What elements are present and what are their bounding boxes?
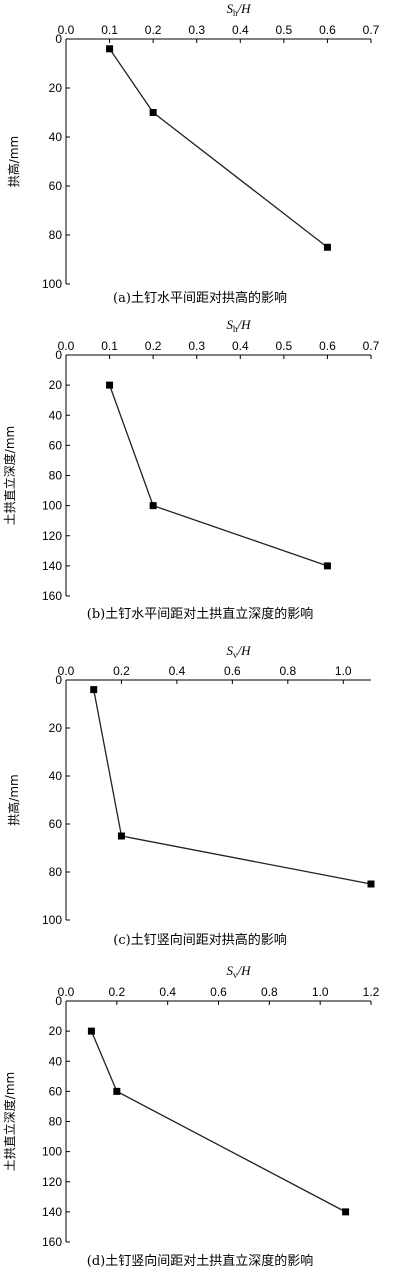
x-tick-label: 0.5 xyxy=(276,23,293,37)
y-tick-label: 40 xyxy=(49,1054,63,1068)
data-point-marker xyxy=(113,1087,121,1095)
y-tick-label: 0 xyxy=(55,348,62,362)
data-point-marker xyxy=(149,502,157,510)
chart-panel-3: 0.0 0.2 0.4 0.6 0.8 1.0 0 20 40 60 80 100 Sv/H 拱高/mm (… xyxy=(6,643,375,948)
y-tick-label: 0 xyxy=(55,994,62,1008)
y-tick-label: 60 xyxy=(49,438,63,452)
figure-caption: (a)土钉水平间距对拱高的影响 xyxy=(113,290,287,306)
y-tick-label: 20 xyxy=(49,378,63,392)
x-tick-label: 1.0 xyxy=(335,664,352,678)
x-tick-label: 0.2 xyxy=(145,339,162,353)
data-point-marker xyxy=(323,243,331,251)
x-tick-label: 0.4 xyxy=(159,985,176,999)
x-tick-label: 1.0 xyxy=(312,985,329,999)
x-tick-label: 0.6 xyxy=(210,985,227,999)
data-point-marker xyxy=(106,45,114,53)
y-tick-label: 140 xyxy=(42,1205,62,1219)
y-tick-label: 0 xyxy=(55,673,62,687)
y-tick-label: 40 xyxy=(49,769,63,783)
x-tick-label: 0.3 xyxy=(188,339,205,353)
x-tick-label: 0.7 xyxy=(363,23,380,37)
series-line xyxy=(108,384,328,567)
y-tick-label: 60 xyxy=(49,817,63,831)
x-tick-label: 0.4 xyxy=(232,339,249,353)
x-tick-label: 0.6 xyxy=(224,664,241,678)
data-point-marker xyxy=(342,1208,350,1216)
y-tick-label: 60 xyxy=(49,179,63,193)
y-tick-label: 120 xyxy=(42,529,62,543)
y-tick-label: 20 xyxy=(49,1024,63,1038)
x-tick-label: 0.2 xyxy=(145,23,162,37)
y-axis-title: 土拱直立深度/mm xyxy=(2,426,17,525)
x-tick-label: 0.8 xyxy=(261,985,278,999)
y-tick-label: 20 xyxy=(49,721,63,735)
y-tick-label: 80 xyxy=(49,228,63,242)
y-tick-label: 100 xyxy=(42,913,62,927)
x-tick-label: 0.7 xyxy=(363,339,380,353)
y-tick-label: 120 xyxy=(42,1175,62,1189)
series-line xyxy=(90,1030,346,1213)
x-tick-label: 0.5 xyxy=(276,339,293,353)
y-tick-label: 100 xyxy=(42,1145,62,1159)
y-tick-label: 160 xyxy=(42,1235,62,1249)
y-tick-label: 80 xyxy=(49,469,63,483)
x-tick-label: 0.4 xyxy=(169,664,186,678)
x-tick-label: 0.2 xyxy=(108,985,125,999)
y-tick-label: 80 xyxy=(49,865,63,879)
y-tick-label: 60 xyxy=(49,1084,63,1098)
x-tick-label: 0.0 xyxy=(58,23,75,37)
data-point-marker xyxy=(149,109,157,116)
y-axis-title: 土拱直立深度/mm xyxy=(2,1072,17,1171)
chart-panel-4: 0.0 0.2 0.4 0.6 0.8 1.0 1.2 0 20 40 60 80 100 120 140 1… xyxy=(2,963,380,1269)
data-point-marker xyxy=(117,832,125,840)
y-tick-label: 40 xyxy=(49,408,63,422)
data-point-marker xyxy=(323,562,331,570)
figure-caption: (c)土钉竖向间距对拱高的影响 xyxy=(113,932,286,948)
x-axis-title: Sh/H xyxy=(227,317,252,334)
y-tick-label: 20 xyxy=(49,81,63,95)
data-point-marker xyxy=(90,686,98,694)
x-tick-label: 0.4 xyxy=(232,23,249,37)
x-tick-label: 0.6 xyxy=(319,339,336,353)
x-tick-label: 0.3 xyxy=(188,23,205,37)
x-tick-label: 1.2 xyxy=(363,985,380,999)
x-tick-label: 0.1 xyxy=(101,339,118,353)
x-tick-label: 0.6 xyxy=(319,23,336,37)
y-tick-label: 100 xyxy=(42,499,62,513)
y-tick-label: 40 xyxy=(49,130,63,144)
chart-panel-1: 0.0 0.1 0.2 0.3 0.4 0.5 0.6 0.7 0 20 40 60 80 100 Sh/H… xyxy=(6,1,380,306)
data-point-marker xyxy=(106,381,114,389)
figure-caption: (b)土钉水平间距对土拱直立深度的影响 xyxy=(87,606,313,622)
x-tick-label: 0.2 xyxy=(113,664,130,678)
y-tick-label: 100 xyxy=(42,277,62,291)
x-tick-label: 0.8 xyxy=(279,664,296,678)
y-tick-label: 0 xyxy=(55,32,62,46)
x-tick-label: 0.1 xyxy=(101,23,118,37)
y-tick-label: 160 xyxy=(42,589,62,603)
x-axis-title: Sh/H xyxy=(227,1,252,18)
x-tick-label: 0.0 xyxy=(58,985,75,999)
y-tick-label: 140 xyxy=(42,559,62,573)
chart-panel-2: 0.0 0.1 0.2 0.3 0.4 0.5 0.6 0.7 0 20 40 60 80 100 120 1… xyxy=(2,317,380,622)
x-tick-label: 0.0 xyxy=(58,339,75,353)
figure-caption: (d)土钉竖向间距对土拱直立深度的影响 xyxy=(87,1253,313,1269)
series-line xyxy=(93,689,372,885)
y-tick-label: 80 xyxy=(49,1115,63,1129)
data-point-marker xyxy=(367,880,375,888)
x-axis-title: Sv/H xyxy=(227,963,252,980)
y-axis-title: 拱高/mm xyxy=(6,136,21,187)
y-axis-title: 拱高/mm xyxy=(6,774,21,825)
x-axis-title: Sv/H xyxy=(227,643,252,660)
series-line xyxy=(109,48,328,248)
data-point-marker xyxy=(87,1027,95,1035)
x-tick-label: 0.0 xyxy=(58,664,75,678)
